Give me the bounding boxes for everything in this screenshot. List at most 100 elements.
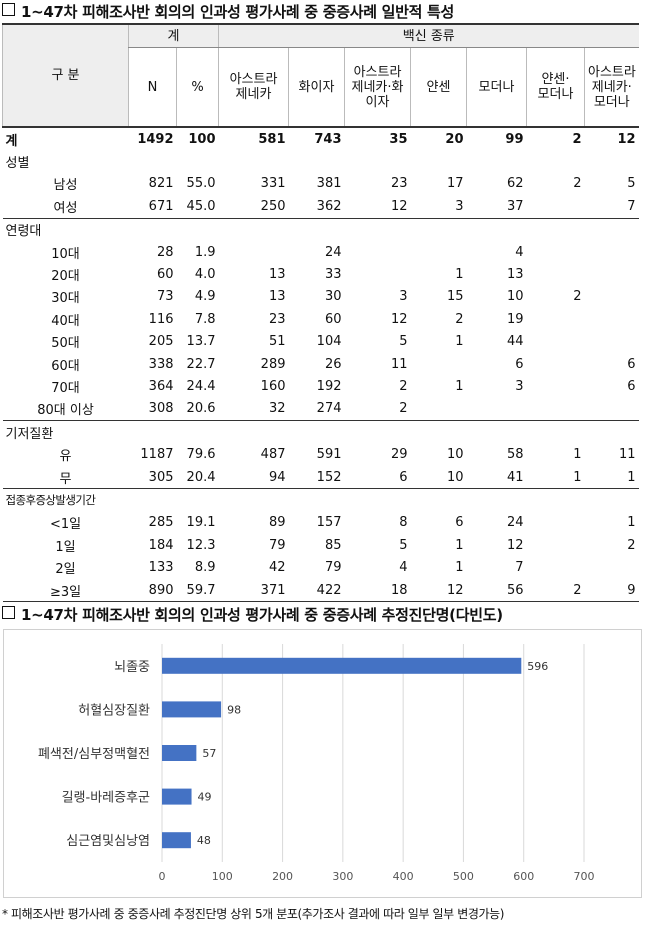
cell-vaccine-2: 12: [390, 198, 408, 214]
header-vaccine-group: 백신 종류: [217, 24, 639, 48]
section2-title: 1~47차 피해조사반 회의의 인과성 평가사례 중 중증사례 추정진단명(다빈…: [2, 604, 503, 625]
cell-vaccine-4: 13: [506, 267, 524, 283]
cell-pct: 20.4: [186, 469, 216, 485]
cell-vaccine-5: [527, 331, 585, 353]
row-label: 유: [59, 449, 72, 465]
cell-vaccine-5: [527, 512, 585, 534]
cell-vaccine-1: 591: [316, 447, 342, 463]
table-cell: [176, 420, 219, 444]
header-vaccine-2: 아스트라 제네카·화 이자: [344, 47, 411, 127]
cell-vaccine-1: 26: [324, 356, 342, 372]
cell-vaccine-0: 89: [268, 515, 286, 531]
table-cell: [584, 420, 639, 444]
cell-vaccine-0: 331: [260, 176, 286, 192]
cell-vaccine-4: [467, 398, 527, 421]
table-row: 유 1187 79.6 487 591 29 10 58 1 11: [3, 443, 639, 465]
table-row: 2일 133 8.9 42 79 4 1 7: [3, 556, 639, 578]
cell-pct: 19.1: [186, 515, 216, 531]
table-cell: [526, 217, 585, 241]
cell-vaccine-0: 79: [268, 537, 286, 553]
table-cell: [410, 420, 467, 444]
cell-vaccine-5: 2: [526, 578, 585, 603]
table-cell: [128, 488, 177, 512]
cell-vaccine-6: 1: [627, 515, 636, 531]
cell-pct: 22.7: [186, 356, 216, 372]
category-label: 폐색전/심부정맥혈전: [38, 747, 150, 762]
table-row: <1일 285 19.1 89 157 8 6 24 1: [3, 512, 639, 534]
table-cell: [288, 217, 345, 241]
cell-vaccine-3: [411, 353, 467, 375]
cell-pct: 55.0: [186, 176, 216, 192]
cell-vaccine-2: 35: [389, 131, 408, 147]
cell-vaccine-5: [527, 353, 585, 375]
cell-vaccine-0: 371: [218, 578, 289, 603]
cell-vaccine-0: 94: [268, 469, 286, 485]
table-row: 30대 73 4.9 13 30 3 15 10 2: [3, 286, 639, 308]
cell-vaccine-4: 19: [506, 311, 524, 327]
cell-vaccine-1: 152: [316, 469, 342, 485]
cell-vaccine-0: 32: [268, 401, 286, 417]
cell-n: 28: [156, 244, 174, 260]
header-vaccine-6: 아스트라 제네카· 모더나: [583, 47, 639, 127]
diagnosis-bar-chart: 0 100 200 300 400 500 600 700 뇌졸중 596 허혈심장질환 98 폐색전/…: [3, 629, 642, 898]
cell-vaccine-4: 12: [506, 537, 524, 553]
cell-vaccine-4: 62: [506, 176, 524, 192]
table-row: 연령대: [2, 217, 639, 241]
table-cell: [218, 420, 289, 444]
row-label: 1일: [55, 539, 76, 555]
cell-vaccine-3: [411, 241, 467, 263]
table-cell: [526, 420, 585, 444]
cell-vaccine-3: [411, 398, 467, 421]
table-cell: [467, 150, 527, 172]
cell-vaccine-5: [527, 556, 585, 578]
cell-vaccine-6: 9: [584, 578, 639, 603]
cell-vaccine-3: 6: [455, 515, 464, 531]
row-group-label: 접종후증상발생기간: [2, 488, 129, 512]
table-row: 20대 60 4.0 13 33 1 13: [3, 263, 639, 285]
data-label: 98: [227, 703, 241, 716]
table-row: 70대 364 24.4 160 192 2 1 3 6: [3, 375, 639, 397]
table-cell: [129, 150, 177, 172]
cell-vaccine-2: 18: [344, 578, 411, 603]
cell-vaccine-5: 2: [573, 176, 582, 192]
cell-n: 116: [148, 311, 174, 327]
footnote: * 피해조사반 평가사례 중 중증사례 추정진단명 상위 5개 분포(추가조사 …: [2, 907, 505, 921]
cell-vaccine-3: 2: [455, 311, 464, 327]
cell-vaccine-6: 6: [627, 378, 636, 394]
cell-vaccine-1: 60: [324, 311, 342, 327]
cell-pct: 100: [188, 131, 216, 147]
row-label: 50대: [51, 336, 80, 352]
cell-vaccine-6: 12: [617, 131, 636, 147]
table-cell: [128, 420, 177, 444]
table-cell: [176, 488, 219, 512]
x-tick-label: 700: [574, 870, 595, 883]
table-row: 계 1492 100 581 743 35 20 99 2 12: [3, 127, 639, 150]
cell-vaccine-1: 33: [324, 267, 342, 283]
cell-vaccine-3: 20: [445, 131, 464, 147]
x-tick-label: 400: [393, 870, 414, 883]
table-cell: [584, 217, 639, 241]
row-label: 여성: [53, 200, 78, 216]
category-label: 심근염및심낭염: [66, 834, 150, 849]
table-row: 80대 이상 308 20.6 32 274 2: [3, 398, 639, 421]
table-row: 접종후증상발생기간: [2, 488, 639, 512]
cell-vaccine-2: 23: [390, 176, 408, 192]
cell-vaccine-4: 56: [466, 578, 527, 603]
bar: [162, 657, 522, 674]
cell-vaccine-5: [527, 263, 585, 285]
cell-vaccine-5: [527, 308, 585, 330]
cell-vaccine-5: [527, 195, 585, 218]
row-label: 무: [59, 471, 72, 487]
cell-n: 60: [156, 267, 174, 283]
row-group-label: 기저질환: [2, 420, 129, 444]
cell-n: 338: [148, 356, 174, 372]
cell-vaccine-3: 1: [455, 560, 464, 576]
cell-vaccine-6: 2: [627, 537, 636, 553]
cell-pct: 4.9: [194, 289, 216, 305]
table-cell: [177, 150, 219, 172]
row-label: 40대: [51, 313, 80, 329]
cell-vaccine-6: [585, 308, 639, 330]
cell-vaccine-6: [585, 556, 639, 578]
cell-vaccine-3: 12: [410, 578, 467, 603]
cell-vaccine-3: 1: [455, 537, 464, 553]
